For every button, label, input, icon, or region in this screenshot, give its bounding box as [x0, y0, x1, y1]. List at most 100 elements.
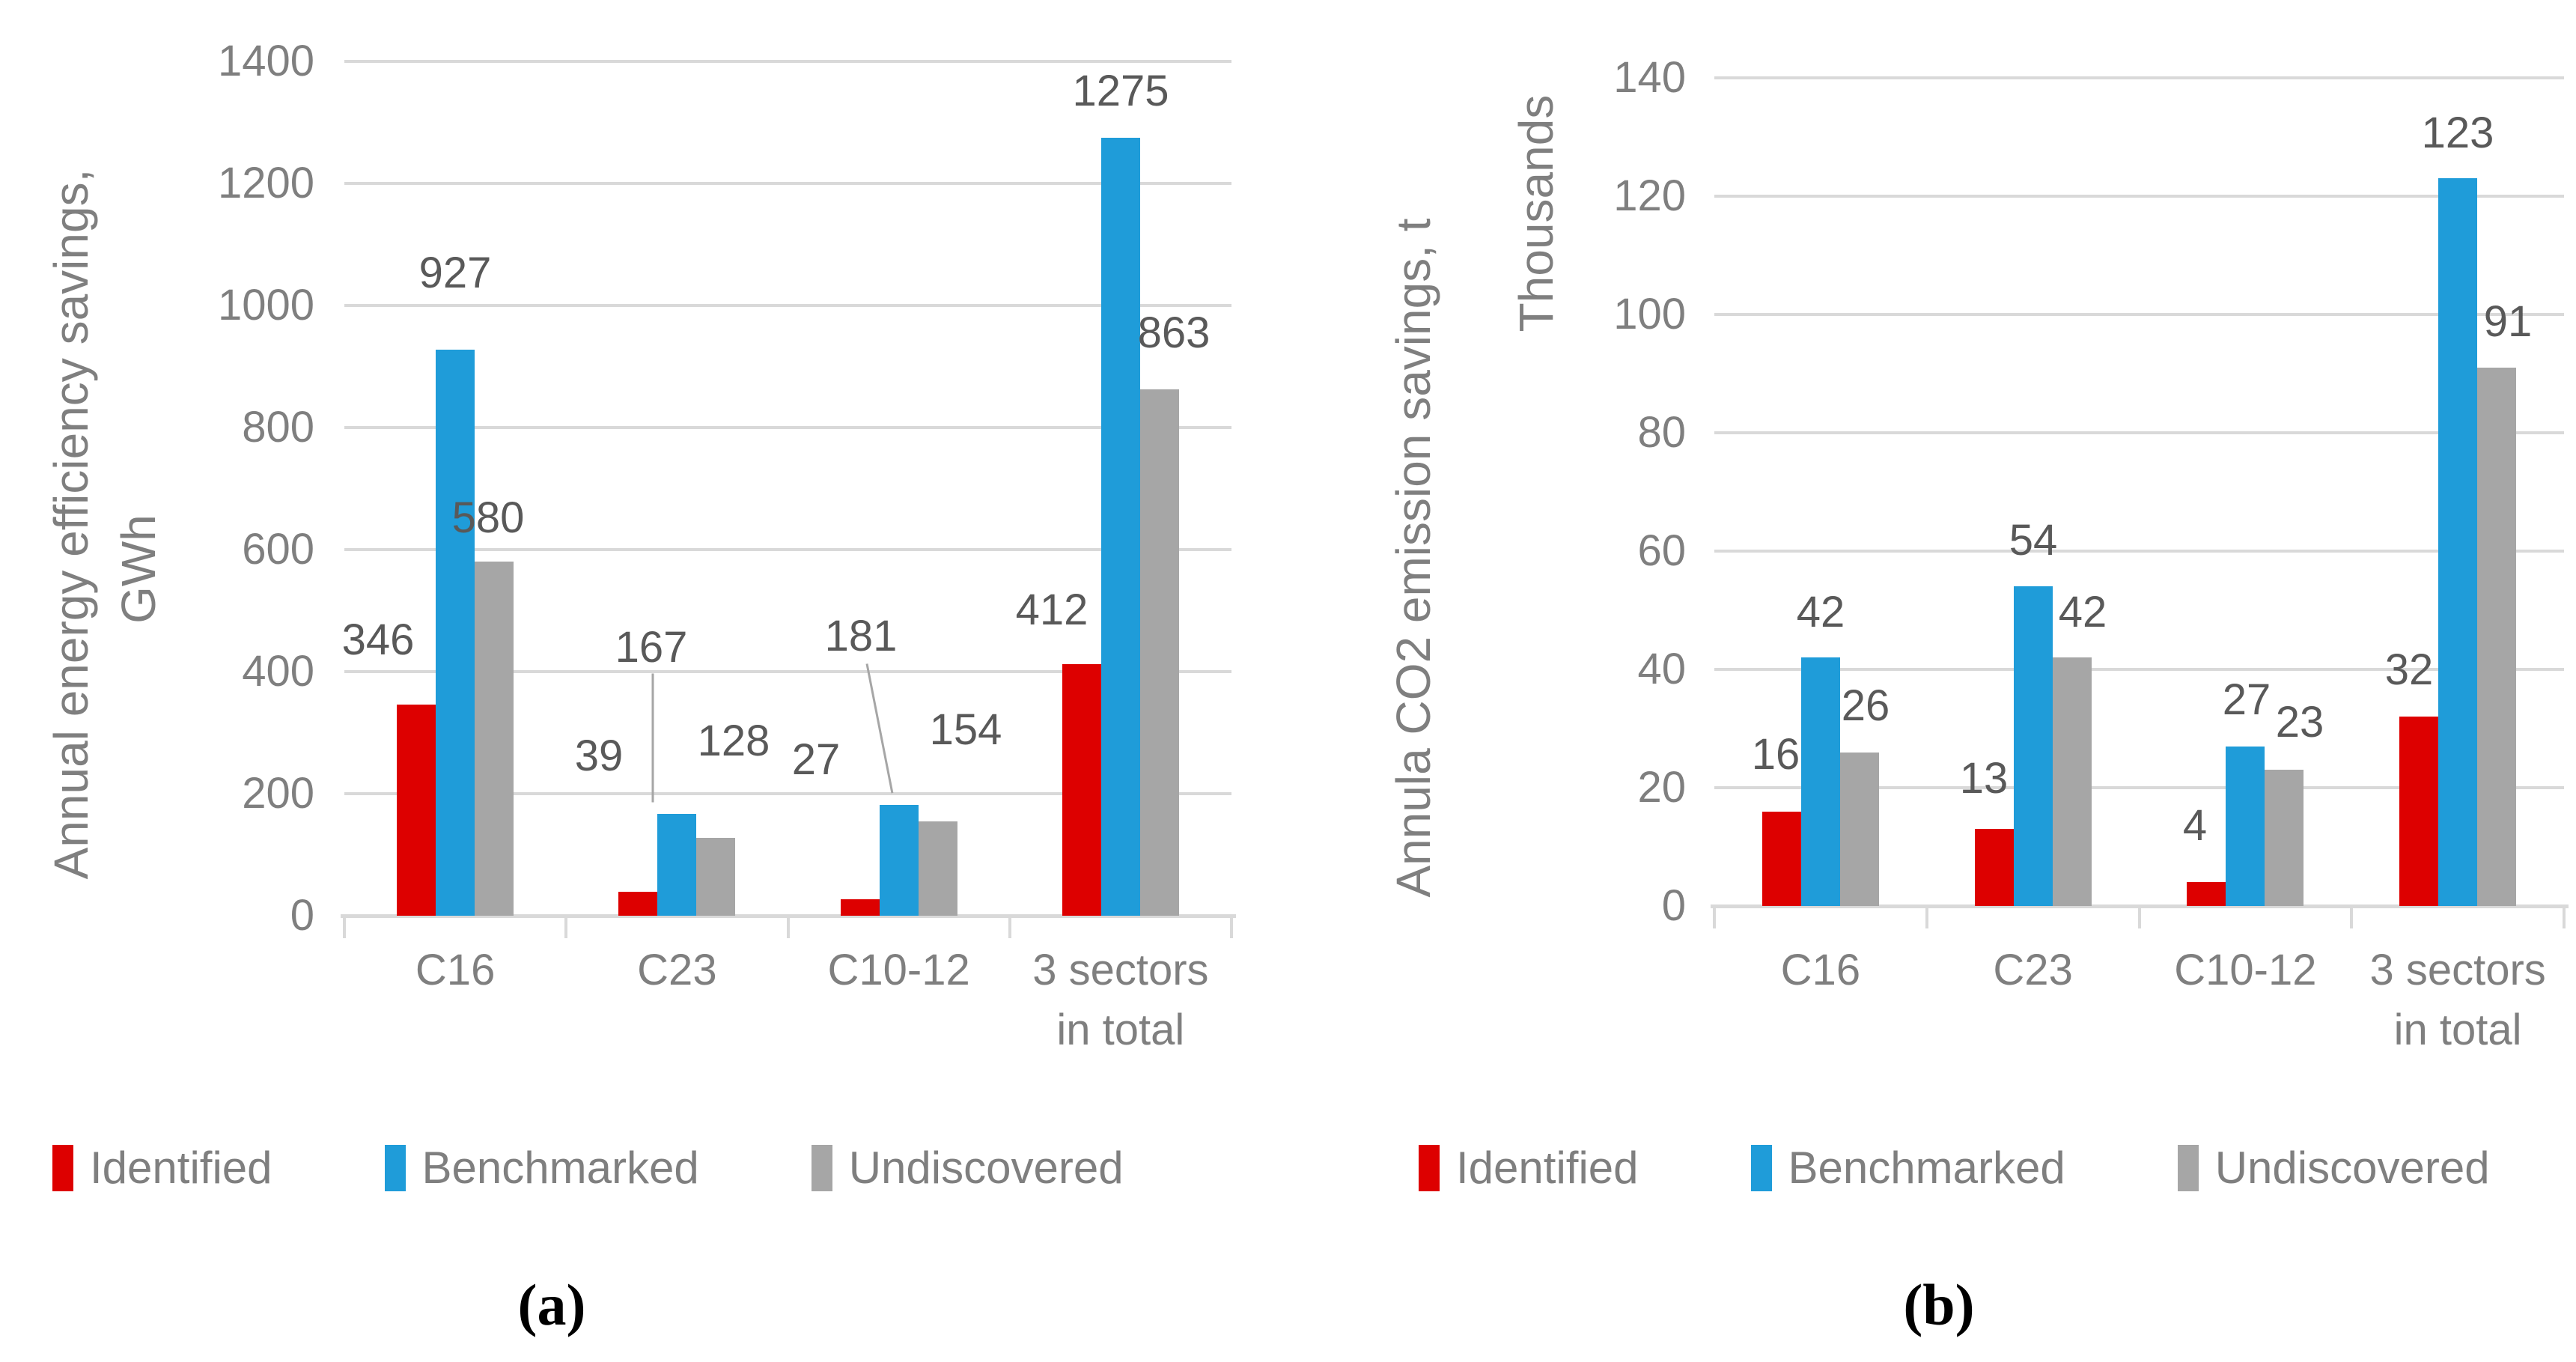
bar-undiscovered [1139, 389, 1179, 916]
gridline [344, 60, 1231, 63]
bar-identified [2187, 882, 2226, 906]
legend-item-identified: Identified [52, 1144, 272, 1192]
bar-identified [618, 892, 658, 916]
y-tick-label: 0 [290, 891, 314, 940]
legend-swatch-benchmarked [384, 1145, 406, 1191]
axis-tick-mark [2563, 908, 2566, 928]
legend-chart-a: Identified Benchmarked Undiscovered [52, 1144, 1124, 1192]
y-tick-label: 20 [1637, 763, 1686, 812]
x-axis-line [341, 914, 1236, 918]
legend-item-benchmarked: Benchmarked [384, 1143, 699, 1193]
axis-tick-mark [1713, 908, 1716, 928]
bar-identified [1762, 812, 1801, 906]
legend-chart-b: Identified Benchmarked Undiscovered [1419, 1144, 2490, 1192]
category-label: in total [2393, 1006, 2522, 1054]
y-tick-label: 40 [1637, 645, 1686, 693]
category-label: 3 sectors [2369, 946, 2546, 994]
legend-swatch-identified [1419, 1145, 1440, 1191]
bar-undiscovered [475, 562, 514, 916]
legend-label: Identified [1456, 1143, 1639, 1193]
data-label: 16 [1751, 730, 1800, 779]
data-label: 412 [1015, 586, 1088, 634]
data-label: 42 [1796, 588, 1845, 636]
gridline [344, 182, 1231, 185]
y-tick-label: 200 [242, 769, 314, 818]
gridline [344, 792, 1231, 795]
data-label: 4 [2182, 801, 2208, 850]
axis-tick-mark [2350, 908, 2354, 928]
data-label: 13 [1959, 754, 2009, 803]
bar-benchmarked [2438, 178, 2478, 906]
bar-undiscovered [1839, 753, 1879, 906]
category-label: C23 [637, 946, 717, 994]
data-label: 42 [2058, 588, 2107, 636]
y-tick-label: 100 [1613, 290, 1686, 338]
y-axis-unit-chart-b: Thousands [1509, 94, 1563, 332]
data-label: 39 [574, 732, 624, 780]
bar-identified [840, 899, 880, 916]
category-label: 3 sectors [1032, 946, 1209, 994]
data-label: 580 [451, 493, 525, 542]
axis-tick-mark [2137, 908, 2141, 928]
data-label: 128 [697, 717, 770, 765]
y-tick-label: 600 [242, 525, 314, 574]
gridline [1714, 668, 2564, 671]
gridline [344, 548, 1231, 551]
legend-swatch-identified [52, 1145, 73, 1191]
category-label: C16 [415, 946, 496, 994]
bar-benchmarked [2226, 747, 2265, 906]
bar-undiscovered [2477, 368, 2517, 906]
bar-benchmarked [436, 350, 475, 916]
y-tick-label: 1000 [217, 281, 314, 329]
y-tick-label: 800 [242, 403, 314, 452]
bar-identified [1062, 664, 1101, 916]
legend-label: Undiscovered [2214, 1143, 2490, 1193]
y-tick-label: 0 [1661, 881, 1686, 930]
caption-a: (a) [517, 1272, 586, 1337]
legend-label: Undiscovered [848, 1143, 1124, 1193]
legend-swatch-benchmarked [1750, 1145, 1772, 1191]
data-label: 167 [615, 623, 688, 672]
gridline [1714, 431, 2564, 434]
category-label: C10-12 [827, 946, 970, 994]
y-axis-unit-chart-a: GWh [112, 514, 165, 624]
y-tick-label: 60 [1637, 526, 1686, 575]
bar-identified [2399, 717, 2439, 906]
legend-label: Benchmarked [421, 1143, 699, 1193]
y-tick-label: 1400 [217, 37, 314, 85]
axis-tick-mark [1008, 917, 1011, 938]
y-tick-label: 400 [242, 647, 314, 696]
category-label: C16 [1780, 946, 1861, 994]
y-tick-label: 80 [1637, 408, 1686, 457]
data-label: 346 [341, 615, 415, 664]
gridline [1714, 76, 2564, 79]
x-axis-line [1711, 905, 2569, 908]
bar-benchmarked [1800, 657, 1840, 906]
legend-item-undiscovered: Undiscovered [2177, 1143, 2490, 1193]
data-label: 27 [2222, 675, 2271, 724]
data-label: 863 [1137, 308, 1211, 357]
bar-benchmarked [1100, 138, 1140, 916]
data-label: 181 [824, 612, 898, 660]
bar-identified [1974, 829, 2014, 906]
data-label: 54 [2009, 516, 2058, 565]
data-label: 32 [2384, 645, 2434, 694]
bar-undiscovered [918, 821, 957, 916]
category-label: C23 [1993, 946, 2073, 994]
gridline [1714, 313, 2564, 316]
data-label: 26 [1841, 681, 1890, 730]
y-tick-label: 120 [1613, 171, 1686, 220]
y-axis-title-chart-b: Annula CO2 emission savings, t [1386, 218, 1440, 898]
data-label: 91 [2483, 297, 2533, 346]
y-tick-label: 140 [1613, 53, 1686, 102]
legend-swatch-undiscovered [2177, 1145, 2199, 1191]
y-tick-label: 1200 [217, 159, 314, 207]
data-label: 123 [2421, 109, 2494, 157]
gridline [344, 426, 1231, 429]
legend-label: Identified [90, 1143, 272, 1193]
axis-tick-mark [343, 917, 346, 938]
bar-undiscovered [2052, 657, 2092, 906]
bar-undiscovered [696, 838, 736, 916]
